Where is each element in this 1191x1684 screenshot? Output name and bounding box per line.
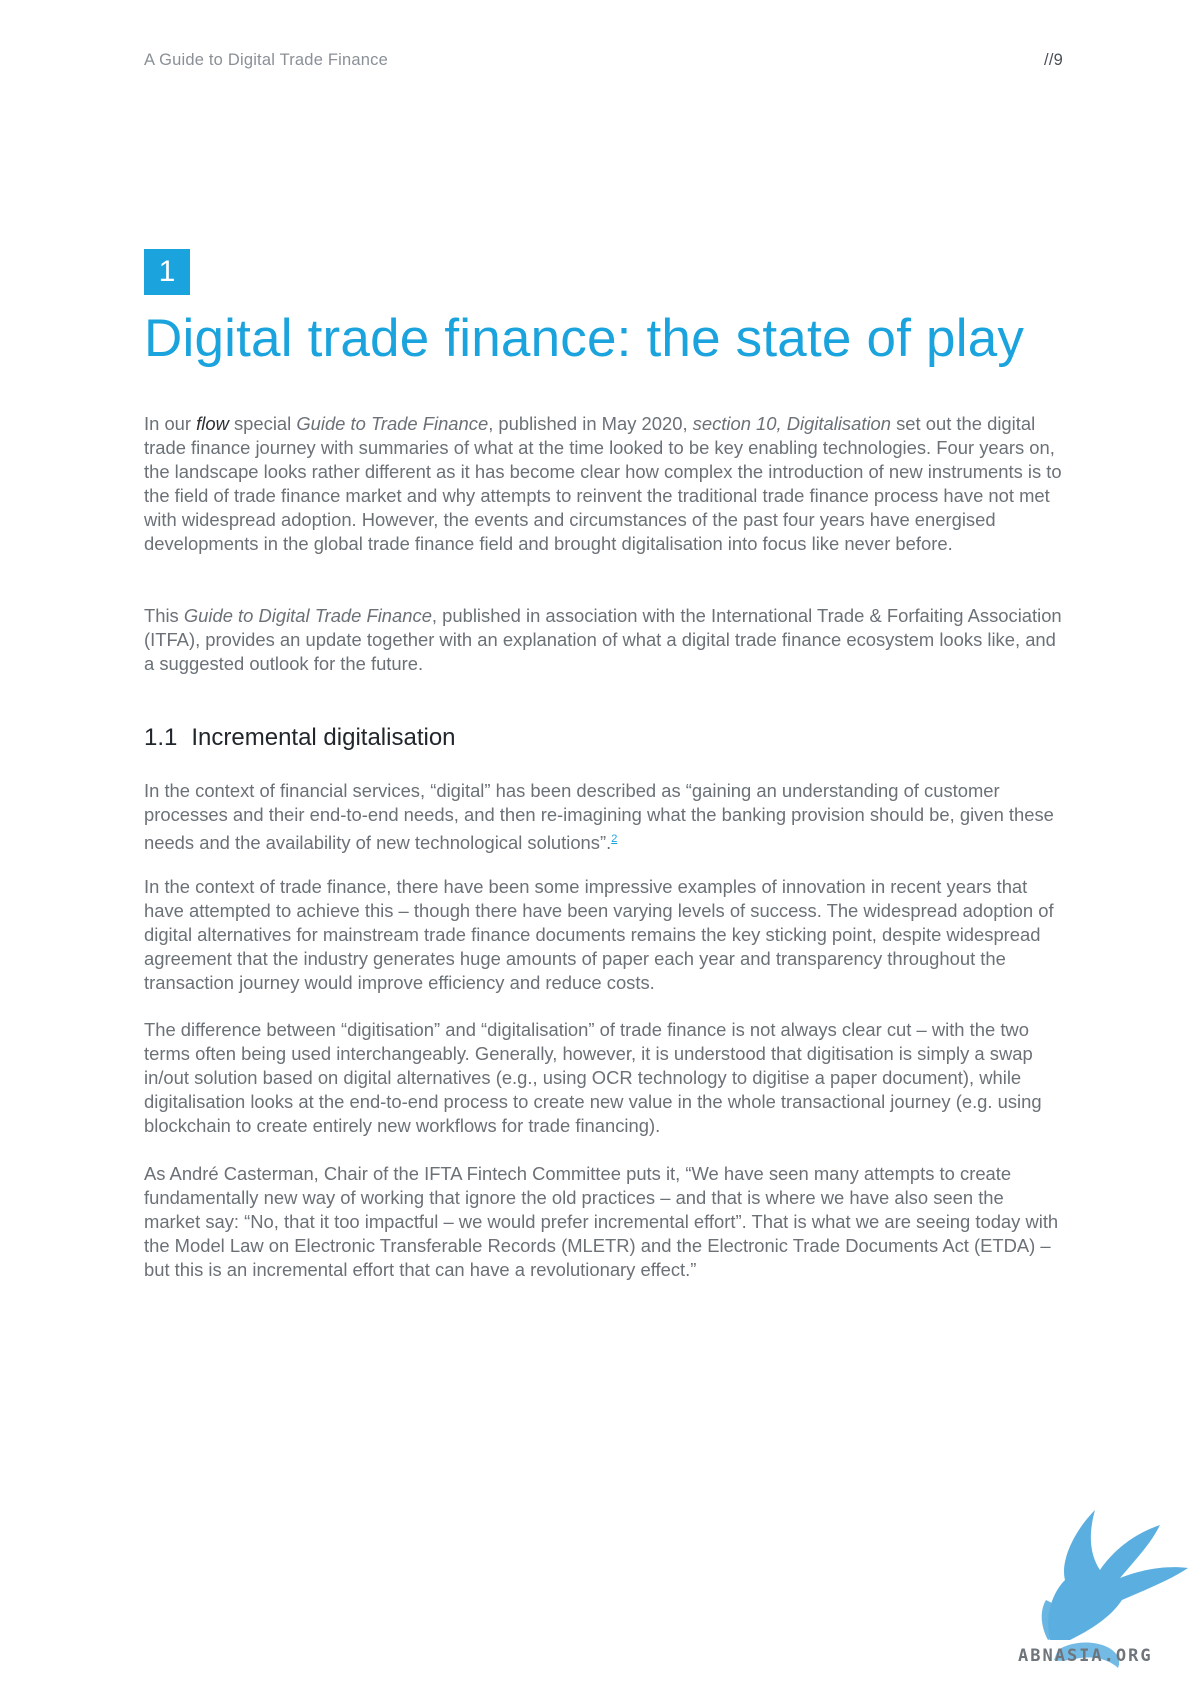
- section-title: Incremental digitalisation: [191, 724, 456, 751]
- section-reference-emphasis: section 10, Digitalisation: [692, 413, 891, 434]
- chapter-title: Digital trade finance: the state of play: [144, 309, 1025, 368]
- section-paragraph-3: The difference between “digitisation” an…: [144, 1019, 1042, 1136]
- chapter-number-badge: 1: [144, 249, 190, 295]
- intro-paragraph-1: In our flow special Guide to Trade Finan…: [144, 413, 1062, 554]
- running-header: A Guide to Digital Trade Finance //9: [144, 48, 1063, 72]
- section-paragraph-2: In the context of trade finance, there h…: [144, 876, 1054, 993]
- section-paragraph-1: In the context of financial services, “d…: [144, 780, 1054, 854]
- guide-title-emphasis: Guide to Trade Finance: [296, 413, 489, 434]
- intro-paragraph-2: This Guide to Digital Trade Finance, pub…: [144, 605, 1062, 674]
- watermark-text: ABNASIA.ORG: [1018, 1646, 1153, 1666]
- flow-emphasis: flow: [196, 413, 229, 434]
- footnote-2-link[interactable]: 2: [611, 833, 618, 845]
- running-title: A Guide to Digital Trade Finance: [144, 50, 388, 69]
- section-heading: 1.1 Incremental digitalisation: [144, 724, 456, 752]
- section-paragraph-4: As André Casterman, Chair of the IFTA Fi…: [144, 1163, 1059, 1280]
- griffin-logo-icon: [1041, 1510, 1188, 1668]
- guide-title-emphasis: Guide to Digital Trade Finance: [183, 605, 432, 626]
- section-number: 1.1: [144, 724, 178, 751]
- page-number: //9: [1044, 50, 1063, 69]
